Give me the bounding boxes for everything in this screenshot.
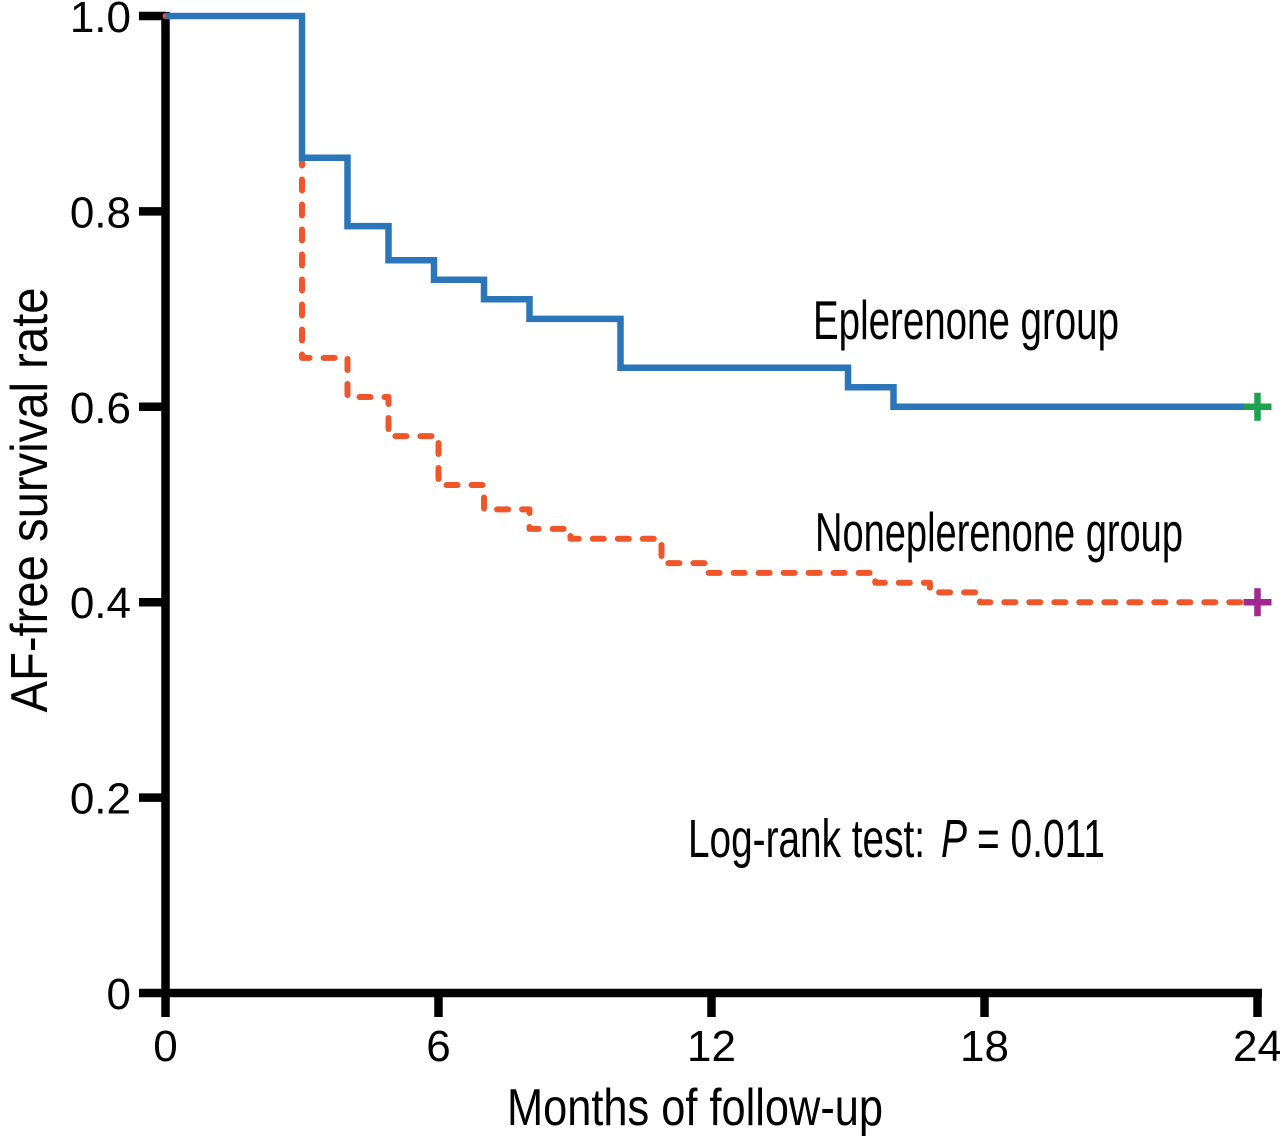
log-rank-prefix: Log-rank test: — [688, 809, 925, 869]
censor-plus-noneplerenone — [1243, 588, 1272, 617]
x-axis-label: Months of follow-up — [507, 1079, 883, 1137]
x-tick-label: 0 — [153, 1022, 177, 1071]
log-rank-p-symbol: P — [941, 809, 967, 869]
legend-eplerenone: Eplerenone group — [813, 289, 1119, 351]
x-tick-label: 12 — [687, 1022, 736, 1071]
y-tick-label: 0.4 — [70, 579, 131, 628]
y-tick-label: 0 — [107, 970, 131, 1019]
y-tick-label: 0.2 — [70, 775, 131, 824]
legend-noneplerenone: Noneplerenone group — [815, 501, 1183, 563]
axes: 1.0 0.8 0.6 0.4 0.2 0 0 6 12 18 24 — [70, 0, 1280, 1071]
y-tick-label: 1.0 — [70, 0, 131, 42]
y-axis-label: AF-free survival rate — [1, 288, 59, 713]
log-rank-annotation: Log-rank test: P = 0.011 — [688, 809, 1105, 869]
x-tick-label: 18 — [960, 1022, 1009, 1071]
y-tick-label: 0.8 — [70, 188, 131, 237]
x-tick-label: 24 — [1233, 1022, 1280, 1071]
y-tick-label: 0.6 — [70, 384, 131, 433]
x-tick-label: 6 — [426, 1022, 450, 1071]
x-ticks: 0 6 12 18 24 — [153, 994, 1280, 1071]
y-ticks: 1.0 0.8 0.6 0.4 0.2 0 — [70, 0, 166, 1019]
series-noneplerenone — [162, 13, 1261, 606]
censor-plus-eplerenone — [1243, 392, 1272, 421]
series-eplerenone — [165, 12, 1258, 411]
log-rank-value: = 0.011 — [977, 809, 1105, 869]
